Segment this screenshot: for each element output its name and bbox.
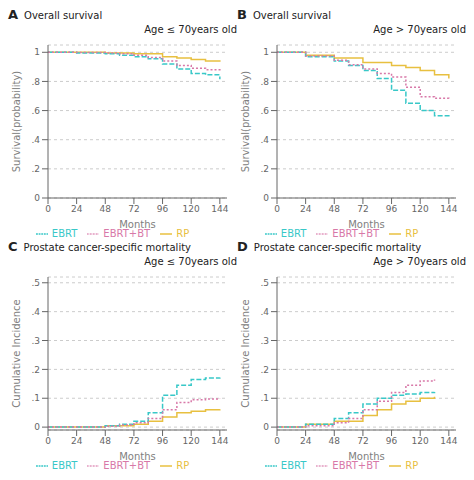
svg-text:.4: .4 <box>31 135 40 145</box>
html-text:RP: RP <box>176 460 190 471</box>
html-text:Age > 70years old: Age > 70years old <box>373 24 466 35</box>
html-text:EBRT: EBRT <box>280 460 307 471</box>
svg-text:96: 96 <box>157 204 169 214</box>
svg-text:.8: .8 <box>260 77 269 87</box>
svg-text:Cumulative Incidence: Cumulative Incidence <box>240 299 251 407</box>
svg-text:Cumulative Incidence: Cumulative Incidence <box>11 299 22 407</box>
svg-text:24: 24 <box>300 436 312 446</box>
svg-text:0: 0 <box>274 436 280 446</box>
svg-text:120: 120 <box>412 436 429 446</box>
svg-text:.2: .2 <box>31 365 40 375</box>
svg-text:Months: Months <box>119 451 156 462</box>
svg-text:.5: .5 <box>260 278 269 288</box>
svg-text:24: 24 <box>300 204 312 214</box>
svg-text:48: 48 <box>329 204 341 214</box>
svg-text:24: 24 <box>71 436 83 446</box>
svg-text:Months: Months <box>348 219 385 230</box>
html-text:EBRT: EBRT <box>51 228 78 239</box>
svg-text:.6: .6 <box>31 106 40 116</box>
svg-text:48: 48 <box>100 204 112 214</box>
svg-text:.3: .3 <box>260 336 269 346</box>
svg-text:0: 0 <box>45 204 51 214</box>
svg-text:72: 72 <box>128 204 139 214</box>
svg-text:72: 72 <box>128 436 139 446</box>
svg-text:.2: .2 <box>260 164 269 174</box>
html-text:D Prostate cancer-specific mor: D Prostate cancer-specific mortality <box>237 239 422 254</box>
svg-text:0: 0 <box>263 193 269 203</box>
html-text:Age > 70years old: Age > 70years old <box>373 256 466 267</box>
svg-text:.1: .1 <box>260 393 269 403</box>
svg-text:0: 0 <box>34 193 40 203</box>
html-text:EBRT+BT: EBRT+BT <box>332 228 380 239</box>
svg-text:48: 48 <box>329 436 341 446</box>
svg-text:Months: Months <box>348 451 385 462</box>
svg-text:144: 144 <box>440 204 457 214</box>
svg-text:.8: .8 <box>31 77 40 87</box>
svg-text:.3: .3 <box>31 336 40 346</box>
svg-text:144: 144 <box>211 204 228 214</box>
html-text:EBRT: EBRT <box>51 460 78 471</box>
html-text:A Overall survival: A Overall survival <box>8 7 103 22</box>
html-text:EBRT+BT: EBRT+BT <box>103 460 151 471</box>
svg-text:72: 72 <box>357 204 368 214</box>
svg-text:144: 144 <box>440 436 457 446</box>
svg-text:120: 120 <box>183 204 200 214</box>
svg-text:0: 0 <box>45 436 51 446</box>
svg-text:.5: .5 <box>31 278 40 288</box>
html-text:Age ≤ 70years old: Age ≤ 70years old <box>144 24 237 35</box>
svg-text:.2: .2 <box>260 365 269 375</box>
svg-text:96: 96 <box>386 204 398 214</box>
svg-text:1: 1 <box>34 47 40 57</box>
svg-text:120: 120 <box>183 436 200 446</box>
svg-text:120: 120 <box>412 204 429 214</box>
html-text:EBRT+BT: EBRT+BT <box>332 460 380 471</box>
svg-text:96: 96 <box>157 436 169 446</box>
svg-text:0: 0 <box>34 422 40 432</box>
svg-text:.4: .4 <box>260 307 269 317</box>
svg-text:.4: .4 <box>31 307 40 317</box>
svg-text:1: 1 <box>263 47 269 57</box>
svg-text:144: 144 <box>211 436 228 446</box>
svg-text:.2: .2 <box>31 164 40 174</box>
html-text:EBRT+BT: EBRT+BT <box>103 228 151 239</box>
svg-text:96: 96 <box>386 436 398 446</box>
svg-text:24: 24 <box>71 204 83 214</box>
html-text:C Prostate cancer-specific mor: C Prostate cancer-specific mortality <box>8 239 191 254</box>
svg-text:.4: .4 <box>260 135 269 145</box>
html-text:EBRT: EBRT <box>280 228 307 239</box>
html-text:RP: RP <box>176 228 190 239</box>
html-text:B Overall survival: B Overall survival <box>237 7 331 22</box>
svg-text:0: 0 <box>274 204 280 214</box>
html-text:RP: RP <box>405 228 419 239</box>
svg-text:72: 72 <box>357 436 368 446</box>
svg-text:.6: .6 <box>260 106 269 116</box>
html-text:Age ≤ 70years old: Age ≤ 70years old <box>144 256 237 267</box>
html-text:RP: RP <box>405 460 419 471</box>
svg-text:48: 48 <box>100 436 112 446</box>
svg-text:Survival(probability): Survival(probability) <box>240 71 251 173</box>
svg-text:0: 0 <box>263 422 269 432</box>
svg-text:Survival(probability): Survival(probability) <box>11 71 22 173</box>
svg-text:.1: .1 <box>31 393 40 403</box>
svg-text:Months: Months <box>119 219 156 230</box>
